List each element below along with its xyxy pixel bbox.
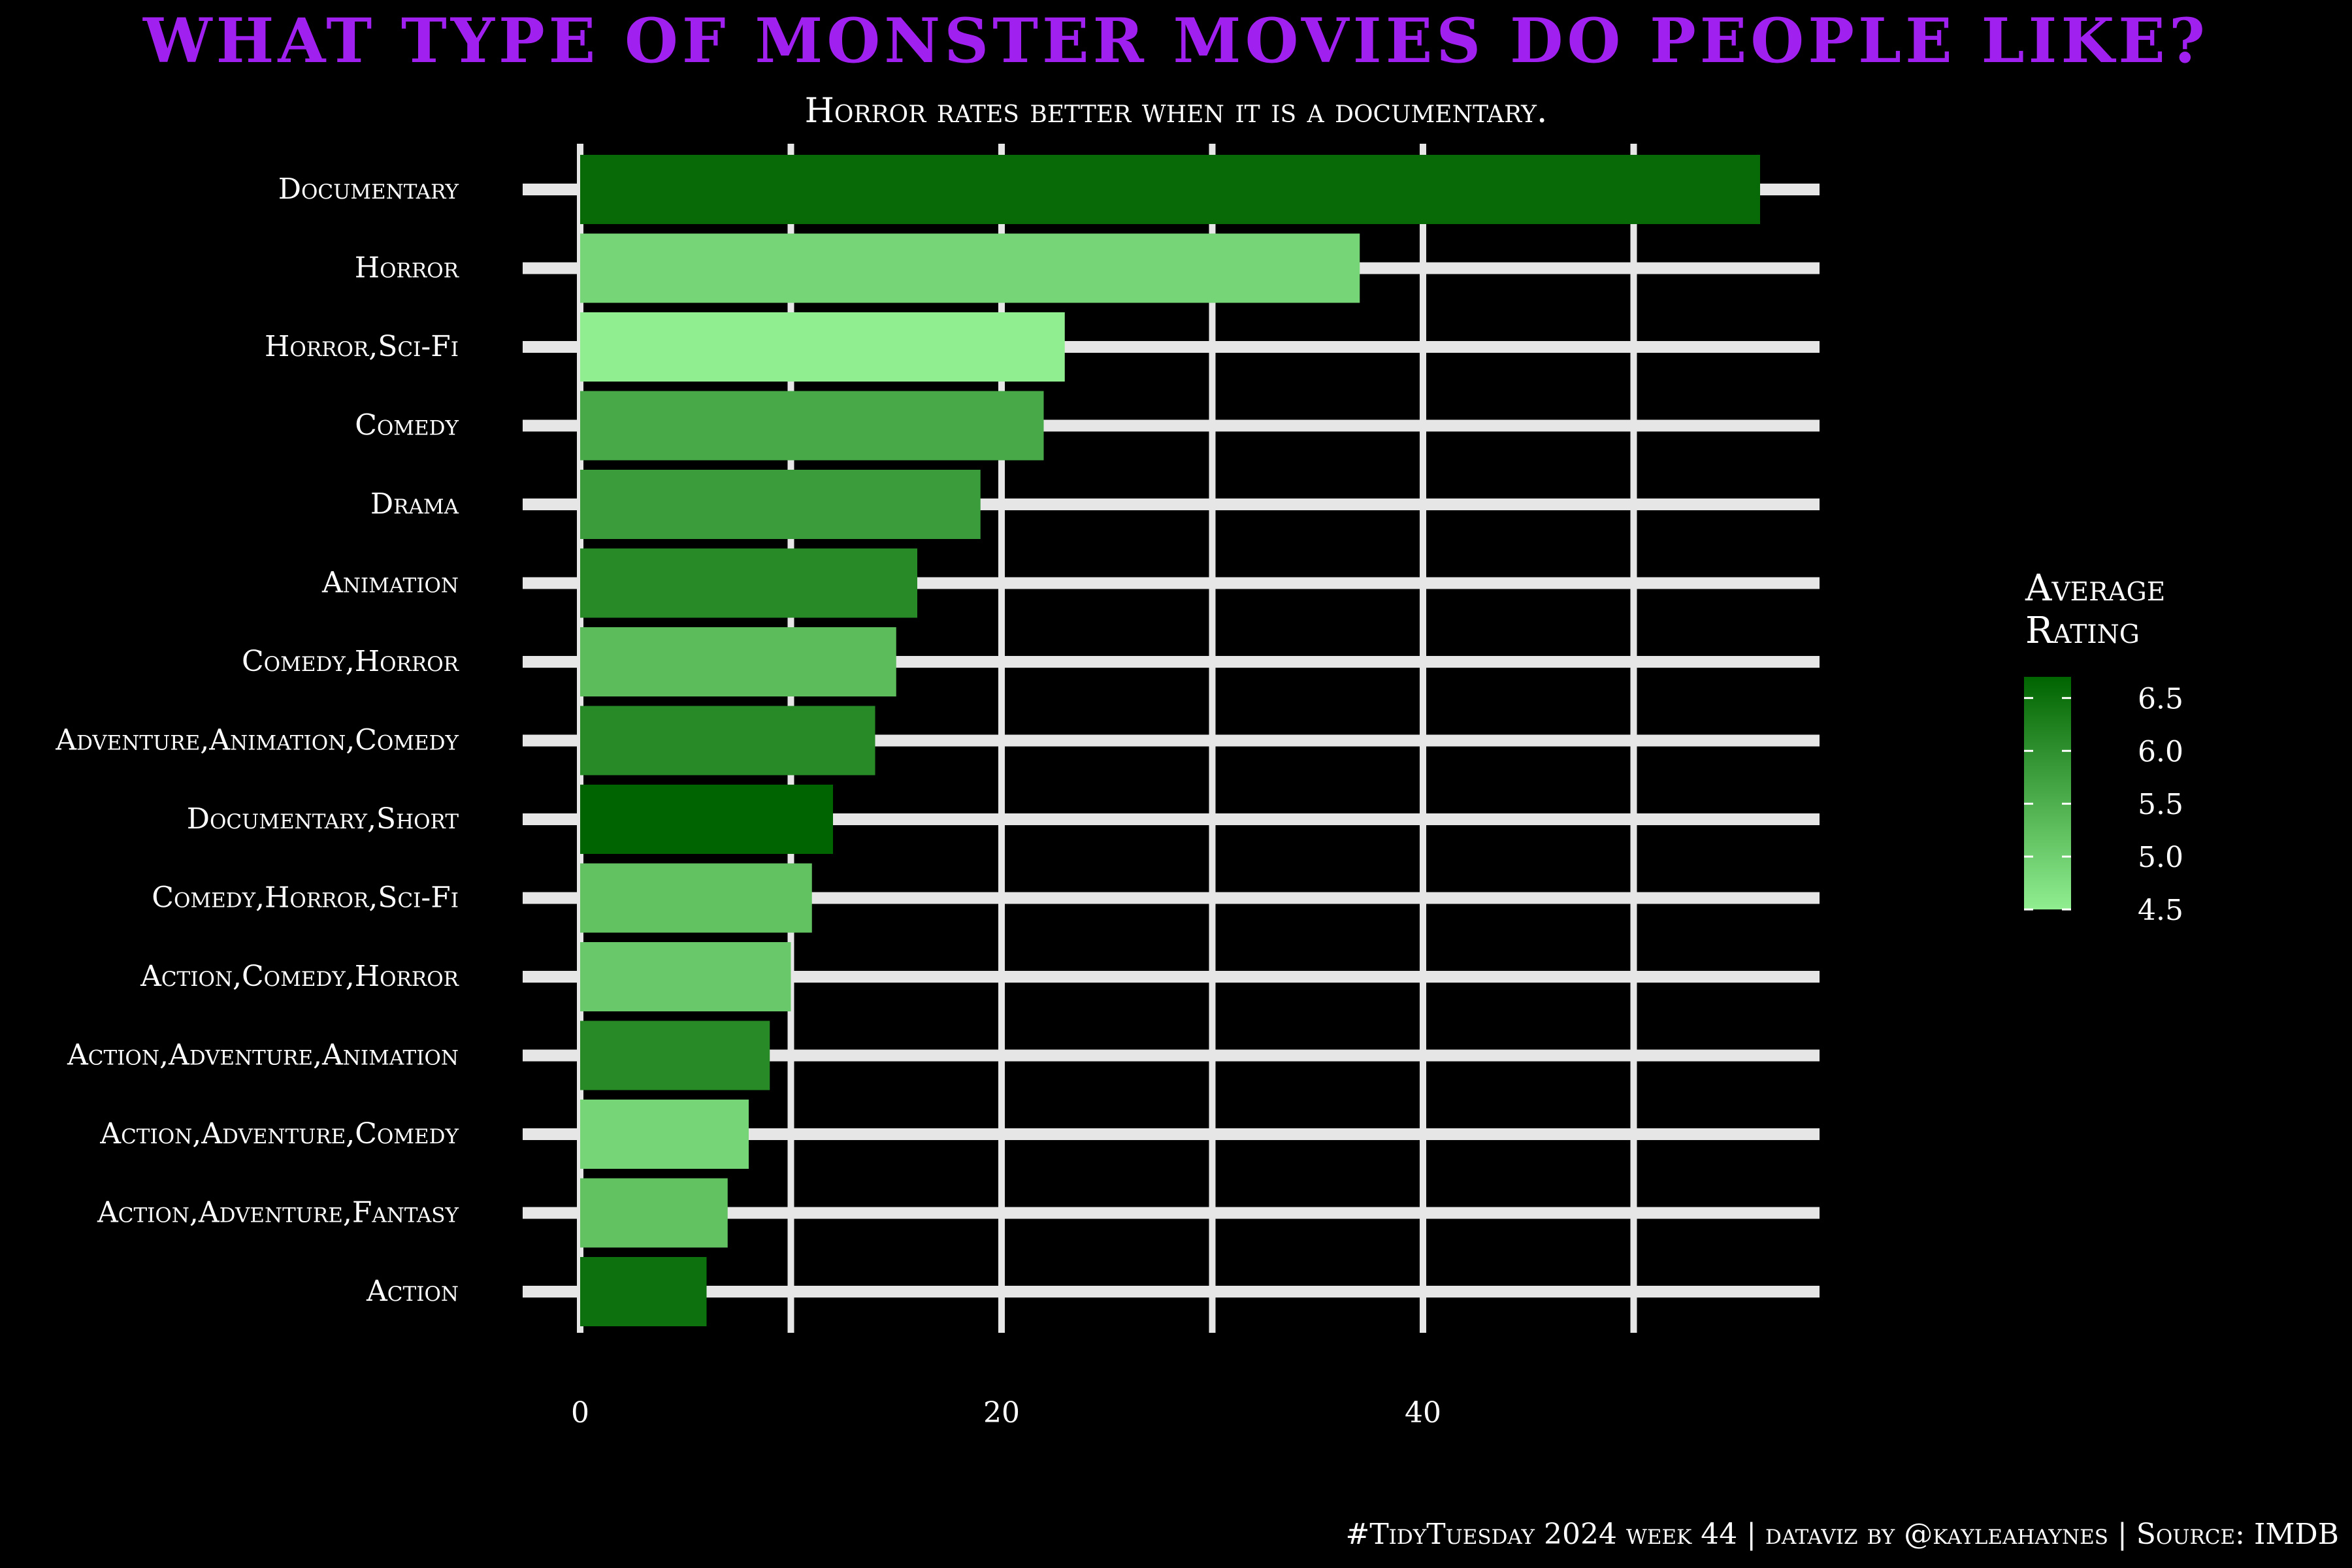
bar (580, 627, 896, 696)
category-tick-label: Comedy (355, 409, 459, 442)
category-axis: Documentary Horror Horror,Sci-Fi Comedy Dram… (55, 172, 459, 1308)
chart-title: What type of monster movies do people li… (143, 5, 2209, 77)
category-tick-label: Comedy,Horror (242, 645, 460, 678)
x-tick-label: 0 (571, 1396, 589, 1429)
category-tick-label: Action (366, 1275, 459, 1308)
bar (580, 470, 981, 539)
bar (580, 942, 791, 1011)
category-tick-label: Animation (321, 566, 459, 600)
category-tick-label: Adventure,Animation,Comedy (55, 724, 459, 757)
category-tick-label: Drama (370, 487, 459, 521)
bar (580, 233, 1360, 303)
category-tick-label: Action,Adventure,Animation (67, 1039, 459, 1072)
legend-colorbar (2024, 677, 2071, 909)
bar (580, 1178, 728, 1248)
legend-title: Average Rating (2025, 567, 2166, 652)
bar (580, 1021, 770, 1090)
bar (580, 1100, 749, 1169)
legend-tick-label: 5.0 (2138, 841, 2183, 874)
x-tick-label: 20 (983, 1396, 1020, 1429)
category-tick-label: Documentary (278, 172, 459, 206)
legend-tick-label: 4.5 (2138, 894, 2183, 927)
bar (580, 391, 1044, 461)
chart-subtitle: Horror rates better when it is a documen… (804, 91, 1548, 131)
category-tick-label: Horror (355, 252, 460, 285)
bar (580, 706, 875, 776)
bar (580, 548, 917, 618)
bar (580, 155, 1760, 224)
category-tick-label: Comedy,Horror,Sci-Fi (152, 881, 459, 915)
bar (580, 1257, 707, 1326)
bar-series (580, 155, 1760, 1326)
x-tick-label: 40 (1405, 1396, 1441, 1429)
bar (580, 863, 812, 933)
category-tick-label: Action,Comedy,Horror (140, 960, 460, 993)
category-tick-label: Horror,Sci-Fi (265, 330, 459, 363)
value-axis: 0 20 40 (571, 1396, 1441, 1429)
color-legend: 6.5 6.0 5.5 5.0 4.5 (2024, 677, 2183, 927)
bar (580, 785, 833, 854)
category-tick-label: Documentary,Short (187, 802, 459, 836)
category-tick-label: Action,Adventure,Comedy (99, 1117, 459, 1151)
legend-tick-label: 6.0 (2138, 735, 2183, 768)
legend-tick-label: 6.5 (2138, 682, 2183, 715)
bar (580, 312, 1065, 382)
legend-tick-label: 5.5 (2138, 788, 2183, 821)
category-tick-label: Action,Adventure,Fantasy (97, 1196, 459, 1230)
chart-caption: #TidyTuesday 2024 week 44 | dataviz by @… (1345, 1518, 2339, 1551)
